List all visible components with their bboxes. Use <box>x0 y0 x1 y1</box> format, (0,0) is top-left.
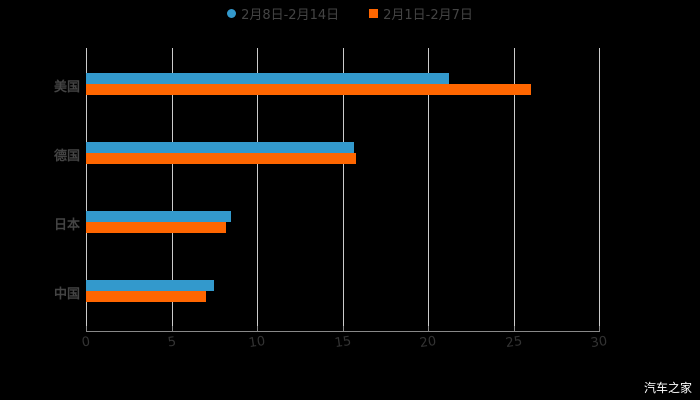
bar[interactable] <box>86 84 531 95</box>
bar[interactable] <box>86 291 206 302</box>
bar[interactable] <box>86 222 227 233</box>
bar[interactable] <box>86 211 232 222</box>
gridline <box>257 48 258 326</box>
x-tick <box>513 326 515 332</box>
square-marker-icon <box>369 9 379 18</box>
x-tick-label: 15 <box>333 333 352 352</box>
x-tick-label: 5 <box>166 334 177 351</box>
x-tick-label: 10 <box>247 333 267 352</box>
category-label: 中国 <box>53 287 80 302</box>
legend-label: 2月8日-2月14日 <box>241 8 340 23</box>
x-tick <box>171 326 173 332</box>
x-tick <box>257 326 258 332</box>
gridline <box>171 48 173 326</box>
x-tick-label: 30 <box>589 333 609 352</box>
bar[interactable] <box>86 73 449 84</box>
x-tick <box>86 326 87 332</box>
bar[interactable] <box>86 280 215 291</box>
x-tick <box>428 326 429 332</box>
x-tick-label: 25 <box>504 333 523 352</box>
x-tick <box>599 326 600 332</box>
bar[interactable] <box>86 142 355 153</box>
category-label: 德国 <box>53 149 80 164</box>
x-tick-label: 0 <box>80 334 92 351</box>
x-tick <box>342 326 344 332</box>
x-axis-line <box>86 331 600 332</box>
circle-marker-icon <box>227 9 237 18</box>
gridline <box>86 48 87 326</box>
category-label: 日本 <box>53 218 80 233</box>
legend-item-feb1-7[interactable]: 2月1日-2月7日 <box>369 4 473 23</box>
gridline <box>513 48 515 326</box>
bar[interactable] <box>86 153 357 164</box>
legend-label: 2月1日-2月7日 <box>383 8 473 23</box>
gridline <box>428 48 429 326</box>
gridline <box>342 48 344 326</box>
watermark: 汽车之家 <box>643 381 692 395</box>
gridline <box>599 48 600 326</box>
legend: 2月8日-2月14日 2月1日-2月7日 <box>0 4 700 23</box>
x-tick-label: 20 <box>418 333 438 352</box>
category-label: 美国 <box>53 80 80 95</box>
legend-item-feb8-14[interactable]: 2月8日-2月14日 <box>227 4 339 23</box>
